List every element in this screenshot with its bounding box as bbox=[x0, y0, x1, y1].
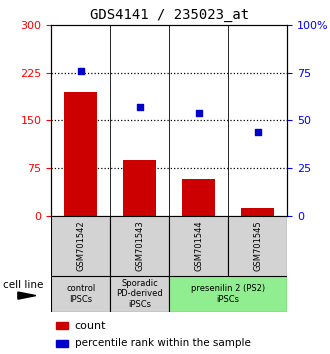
Text: Sporadic
PD-derived
iPSCs: Sporadic PD-derived iPSCs bbox=[116, 279, 163, 309]
Point bbox=[78, 68, 83, 74]
Bar bbox=[56, 340, 68, 347]
Bar bbox=[56, 322, 68, 329]
Bar bbox=[169, 276, 287, 312]
Bar bbox=[51, 276, 110, 312]
Text: presenilin 2 (PS2)
iPSCs: presenilin 2 (PS2) iPSCs bbox=[191, 284, 265, 303]
Bar bbox=[51, 216, 110, 276]
Text: GSM701543: GSM701543 bbox=[135, 221, 144, 272]
Text: control
IPSCs: control IPSCs bbox=[66, 284, 95, 303]
Title: GDS4141 / 235023_at: GDS4141 / 235023_at bbox=[89, 8, 249, 22]
Bar bbox=[228, 216, 287, 276]
Bar bbox=[110, 216, 169, 276]
Bar bbox=[241, 208, 274, 216]
Bar bbox=[64, 92, 97, 216]
Text: count: count bbox=[75, 321, 106, 331]
Text: GSM701542: GSM701542 bbox=[76, 221, 85, 272]
Point bbox=[255, 129, 260, 135]
Polygon shape bbox=[18, 292, 36, 299]
Text: percentile rank within the sample: percentile rank within the sample bbox=[75, 338, 250, 348]
Text: GSM701544: GSM701544 bbox=[194, 221, 203, 272]
Bar bbox=[110, 276, 169, 312]
Bar bbox=[123, 160, 156, 216]
Text: GSM701545: GSM701545 bbox=[253, 221, 262, 272]
Point bbox=[196, 110, 201, 115]
Text: cell line: cell line bbox=[3, 280, 43, 290]
Bar bbox=[169, 216, 228, 276]
Point bbox=[137, 104, 142, 110]
Bar bbox=[182, 179, 215, 216]
